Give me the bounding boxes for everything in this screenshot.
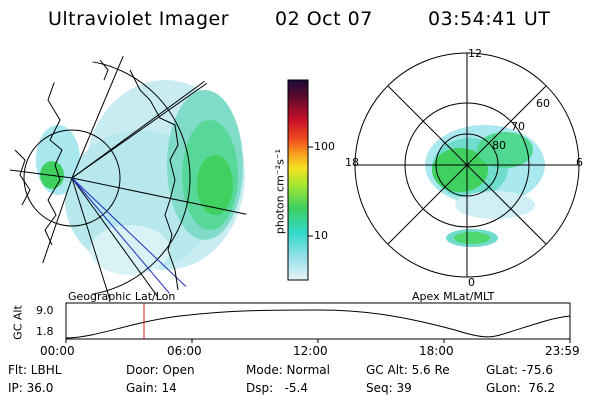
mlt-label-6: 6 [576,156,583,169]
orbit-plot-frame [65,302,571,340]
altitude-curve [65,309,571,339]
mlt-label-18: 18 [345,156,359,169]
lat-label-70: 70 [511,120,525,133]
status-mode: Mode: Normal [246,363,330,377]
colorbar [287,79,309,281]
polar-grid [354,52,580,278]
geographic-image [36,80,245,275]
status-dsp: Dsp: -5.4 [246,381,309,395]
status-glat: GLat: -75.6 [486,363,553,377]
mlt-label-0: 0 [468,276,475,289]
geographic-caption: Geographic Lat/Lon [68,290,176,303]
status-filter: Flt: LBHL [8,363,62,377]
colorbar-unit-label: photon cm⁻²s⁻¹ [273,148,287,235]
orbit-ytick-top: 9.0 [36,304,54,317]
orbit-xtick-0600: 06:00 [167,344,202,358]
time-label: 03:54:41 UT [428,8,551,30]
lat-label-80: 80 [492,139,506,152]
status-glon: GLon: 76.2 [486,381,556,395]
mlt-label-12: 12 [468,47,482,60]
status-gcalt: GC Alt: 5.6 Re [366,363,450,377]
lat-label-60: 60 [536,97,550,110]
orbit-ytick-bottom: 1.8 [36,325,54,338]
status-gain: Gain: 14 [126,381,177,395]
colorbar-tick-100: 100 [314,140,335,153]
orbit-xtick-1800: 18:00 [419,344,454,358]
colorbar-ticks [308,146,313,237]
status-door: Door: Open [126,363,195,377]
orbit-ylabel: GC Alt [11,305,25,340]
status-ip: IP: 36.0 [8,381,54,395]
colorbar-tick-10: 10 [314,229,328,242]
instrument-title: Ultraviolet Imager [48,8,230,30]
orbit-xtick-0000: 00:00 [40,344,75,358]
date-label: 02 Oct 07 [275,8,373,30]
orbit-xtick-2359: 23:59 [545,344,580,358]
orbit-xtick-1200: 12:00 [293,344,328,358]
coastline [14,59,179,291]
status-seq: Seq: 39 [366,381,412,395]
polar-image [425,125,545,247]
orbit-xticks [65,339,571,343]
apex-caption: Apex MLat/MLT [412,290,495,303]
